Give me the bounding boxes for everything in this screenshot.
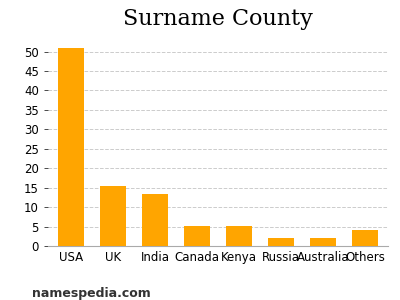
- Bar: [310, 238, 336, 246]
- Bar: [142, 194, 168, 246]
- Bar: [226, 226, 252, 246]
- Text: namespedia.com: namespedia.com: [32, 287, 151, 300]
- Bar: [100, 186, 126, 246]
- Title: Surname County: Surname County: [123, 8, 313, 30]
- Bar: [58, 48, 84, 246]
- Bar: [184, 226, 210, 246]
- Bar: [268, 238, 294, 246]
- Bar: [352, 230, 378, 246]
